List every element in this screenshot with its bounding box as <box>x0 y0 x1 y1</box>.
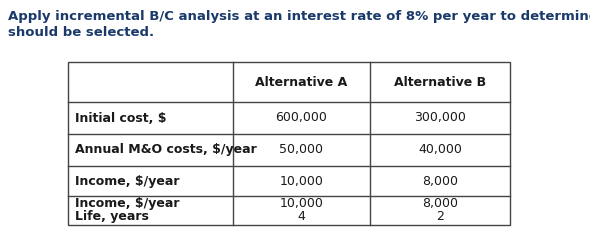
Bar <box>68 62 510 225</box>
Text: 10,000: 10,000 <box>280 197 323 210</box>
Text: Alternative B: Alternative B <box>394 75 486 89</box>
Text: 10,000: 10,000 <box>280 175 323 188</box>
Text: 50,000: 50,000 <box>280 144 323 157</box>
Text: 4: 4 <box>297 210 306 223</box>
Text: 600,000: 600,000 <box>276 112 327 124</box>
Text: Alternative A: Alternative A <box>255 75 348 89</box>
Text: 8,000: 8,000 <box>422 197 458 210</box>
Text: Income, $/year: Income, $/year <box>75 175 179 188</box>
Text: 2: 2 <box>436 210 444 223</box>
Text: should be selected.: should be selected. <box>8 26 154 39</box>
Text: Income, $/year: Income, $/year <box>75 197 179 210</box>
Text: 8,000: 8,000 <box>422 175 458 188</box>
Text: 300,000: 300,000 <box>414 112 466 124</box>
Text: Initial cost, $: Initial cost, $ <box>75 112 166 124</box>
Text: Apply incremental B/C analysis at an interest rate of 8% per year to determine w: Apply incremental B/C analysis at an int… <box>8 10 590 23</box>
Text: Annual M&O costs, $/year: Annual M&O costs, $/year <box>75 144 257 157</box>
Text: 40,000: 40,000 <box>418 144 462 157</box>
Text: Life, years: Life, years <box>75 210 149 223</box>
